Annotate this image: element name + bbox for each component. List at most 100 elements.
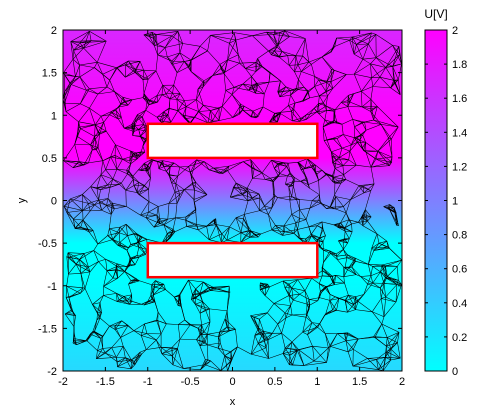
mesh-edge [371, 32, 376, 35]
mesh-edge [288, 295, 291, 306]
mesh-edge [124, 125, 135, 129]
mesh-edge [323, 249, 331, 254]
mesh-edge [148, 201, 159, 207]
mesh-edge [72, 161, 80, 168]
mesh-edge [97, 91, 115, 95]
mesh-edge [380, 283, 385, 299]
mesh-edge [375, 34, 393, 46]
mesh-edge [325, 173, 334, 178]
y-axis-label: y [16, 197, 28, 203]
mesh-edge [165, 84, 174, 95]
mesh-edge [312, 345, 329, 349]
mesh-edge [185, 208, 197, 218]
mesh-edge [295, 100, 303, 104]
mesh-edge [231, 346, 238, 360]
mesh-edge [129, 257, 139, 259]
mesh-edge [393, 207, 397, 226]
mesh-edge [379, 283, 385, 289]
mesh-edge [264, 333, 273, 340]
mesh-edge [368, 43, 377, 58]
mesh-edge [145, 126, 147, 132]
mesh-edge [304, 290, 310, 300]
mesh-edge [335, 206, 344, 210]
mesh-edge [176, 189, 185, 204]
mesh-edge [368, 250, 375, 265]
mesh-edge [385, 277, 399, 281]
mesh-edge [279, 166, 287, 174]
mesh-edge [129, 160, 131, 164]
mesh-edge [281, 51, 296, 56]
mesh-edge [219, 64, 222, 69]
mesh-edge [256, 83, 259, 86]
mesh-edge [222, 106, 234, 118]
mesh-edge [295, 218, 301, 224]
mesh-edge [353, 304, 356, 310]
mesh-edge [355, 294, 364, 297]
mesh-edge [114, 320, 123, 330]
mesh-edge [302, 38, 306, 57]
mesh-edge [343, 164, 357, 175]
mesh-edge [244, 214, 250, 231]
mesh-edge [220, 342, 225, 356]
mesh-edge [279, 90, 291, 98]
mesh-edge [261, 160, 272, 174]
mesh-edge [252, 88, 265, 95]
mesh-edge [92, 295, 104, 305]
mesh-edge [397, 342, 401, 359]
mesh-edge [385, 277, 402, 285]
mesh-edge [90, 144, 97, 150]
mesh-edge [361, 122, 367, 131]
mesh-edge [159, 218, 168, 224]
mesh-edge [165, 231, 176, 243]
mesh-edge [262, 106, 275, 114]
mesh-edge [118, 118, 125, 129]
mesh-edge [178, 319, 185, 325]
mesh-edge [70, 31, 90, 42]
mesh-edge [86, 89, 98, 95]
mesh-edge [127, 173, 134, 180]
mesh-edge [140, 335, 147, 350]
mesh-edge [90, 186, 97, 189]
mesh-edge [351, 223, 353, 232]
mesh-edge [147, 100, 154, 103]
mesh-edge [274, 162, 284, 169]
mesh-edge [96, 149, 104, 161]
mesh-edge [184, 106, 187, 119]
mesh-edge [257, 84, 265, 95]
mesh-edge [340, 212, 347, 223]
mesh-edge [235, 182, 248, 189]
mesh-edge [224, 355, 228, 371]
mesh-edge [370, 183, 375, 191]
mesh-edge [192, 292, 201, 295]
mesh-edge [271, 229, 283, 236]
y-tick-label: 2 [51, 25, 57, 37]
mesh-edge [163, 224, 174, 232]
mesh-edge [316, 170, 323, 175]
colorbar-gradient [424, 29, 448, 372]
mesh-edge [168, 166, 171, 176]
mesh-edge [341, 95, 349, 103]
mesh-edge [358, 336, 374, 340]
mesh-edge [371, 233, 378, 249]
mesh-edge [247, 197, 260, 202]
mesh-edge [380, 124, 389, 139]
mesh-edge [393, 80, 401, 95]
mesh-edge [161, 348, 178, 354]
mesh-edge [156, 111, 164, 118]
mesh-edge [138, 126, 147, 130]
mesh-edge [153, 38, 155, 46]
mesh-edge [76, 263, 89, 268]
mesh-edge [397, 332, 400, 343]
mesh-edge [116, 263, 125, 272]
mesh-edge [125, 69, 136, 78]
mesh-edge [115, 144, 131, 152]
mesh-edge [232, 106, 241, 118]
mesh-edge [102, 74, 108, 88]
mesh-edge [117, 242, 121, 246]
mesh-edge [288, 105, 294, 110]
mesh-edge [330, 346, 349, 353]
mesh-edge [148, 32, 153, 36]
mesh-edge [156, 214, 160, 219]
mesh-edge [116, 60, 129, 68]
mesh-edge [80, 271, 91, 274]
